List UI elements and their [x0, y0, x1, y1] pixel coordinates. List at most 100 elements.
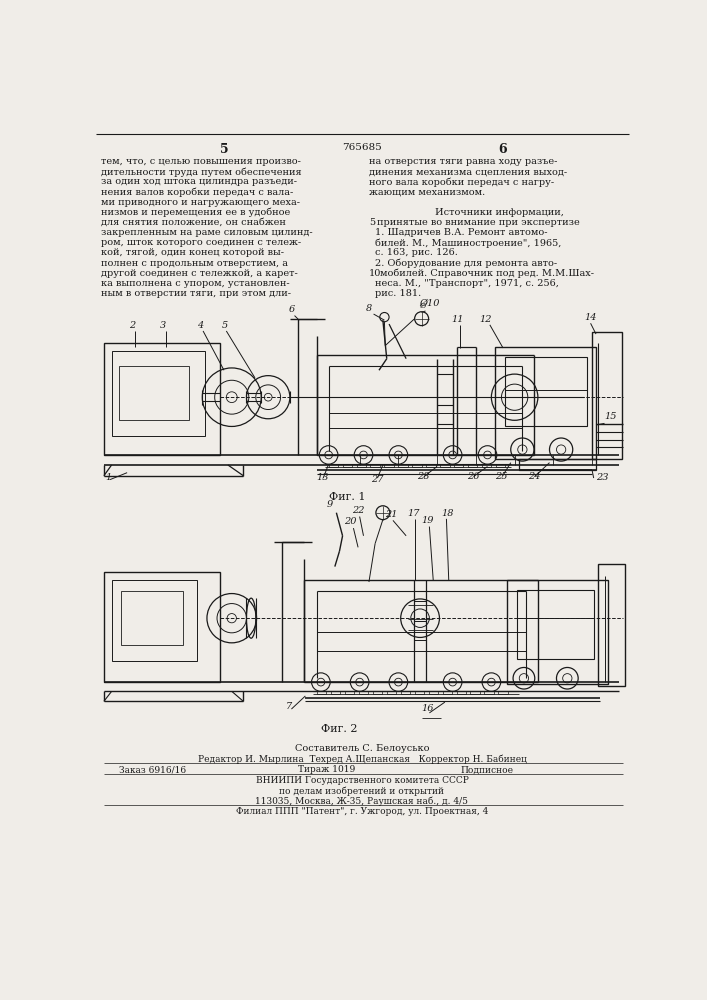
Text: 6: 6	[498, 143, 508, 156]
Text: 1. Шадричев В.А. Ремонт автомо-: 1. Шадричев В.А. Ремонт автомо-	[375, 228, 548, 237]
Text: 2. Оборудование для ремонта авто-: 2. Оборудование для ремонта авто-	[375, 259, 557, 268]
Bar	[412, 464, 421, 466]
Text: Фиг. 2: Фиг. 2	[321, 724, 357, 734]
Text: 15: 15	[604, 412, 617, 421]
Bar	[343, 464, 352, 466]
Text: по делам изобретений и открытий: по делам изобретений и открытий	[279, 786, 445, 796]
Text: дительности труда путем обеспечения: дительности труда путем обеспечения	[101, 167, 301, 177]
Text: 5: 5	[369, 218, 375, 227]
Text: 12: 12	[480, 315, 492, 324]
Text: 18: 18	[441, 509, 453, 518]
Text: ка выполнена с упором, установлен-: ка выполнена с упором, установлен-	[101, 279, 289, 288]
Text: мобилей. Справочник под ред. М.М.Шах-: мобилей. Справочник под ред. М.М.Шах-	[380, 269, 594, 278]
Text: Источники информации,: Источники информации,	[435, 208, 563, 217]
Text: 28: 28	[417, 472, 429, 481]
Text: Филиал ППП "Патент", г. Ужгород, ул. Проектная, 4: Филиал ППП "Патент", г. Ужгород, ул. Про…	[235, 807, 488, 816]
Bar	[356, 464, 366, 466]
Text: кой, тягой, один конец которой вы-: кой, тягой, один конец которой вы-	[101, 248, 284, 257]
Text: Заказ 6916/16: Заказ 6916/16	[119, 765, 187, 774]
Bar	[468, 464, 477, 466]
Text: 3: 3	[160, 321, 166, 330]
Text: 1: 1	[105, 473, 112, 482]
Bar	[331, 691, 340, 694]
Text: Ø10: Ø10	[419, 299, 440, 308]
Text: ным в отверстии тяги, при этом дли-: ным в отверстии тяги, при этом дли-	[101, 289, 291, 298]
Bar	[104, 343, 220, 455]
Bar	[398, 464, 408, 466]
Text: ми приводного и нагружающего меха-: ми приводного и нагружающего меха-	[101, 198, 300, 207]
Text: 10: 10	[369, 269, 381, 278]
Text: 7: 7	[286, 702, 292, 711]
Text: другой соединен с тележкой, а карет-: другой соединен с тележкой, а карет-	[101, 269, 298, 278]
Text: 20: 20	[344, 517, 356, 526]
Bar	[370, 464, 380, 466]
Bar	[414, 691, 424, 694]
Text: Ø: Ø	[420, 301, 426, 309]
Text: за один ход штока цилиндра разъеди-: за один ход штока цилиндра разъеди-	[101, 177, 297, 186]
Text: неса. М., "Транспорт", 1971, с. 256,: неса. М., "Транспорт", 1971, с. 256,	[375, 279, 559, 288]
Text: рис. 181.: рис. 181.	[375, 289, 421, 298]
Text: принятые во внимание при экспертизе: принятые во внимание при экспертизе	[377, 218, 580, 227]
Bar	[385, 464, 394, 466]
Text: Фиг. 1: Фиг. 1	[329, 492, 365, 502]
Bar	[112, 351, 204, 436]
Text: 23: 23	[596, 473, 609, 482]
Bar	[428, 691, 438, 694]
Bar	[112, 580, 197, 661]
Bar	[507, 580, 607, 684]
Text: 14: 14	[585, 313, 597, 322]
Bar	[317, 691, 327, 694]
Bar	[505, 357, 587, 426]
Text: с. 163, рис. 126.: с. 163, рис. 126.	[375, 248, 458, 257]
Text: на отверстия тяги равна ходу разъе-: на отверстия тяги равна ходу разъе-	[369, 157, 557, 166]
Bar	[426, 464, 436, 466]
Text: 6: 6	[288, 306, 295, 314]
Text: 26: 26	[467, 472, 479, 481]
Text: нения валов коробки передач с вала-: нения валов коробки передач с вала-	[101, 187, 293, 197]
Text: закрепленным на раме силовым цилинд-: закрепленным на раме силовым цилинд-	[101, 228, 312, 237]
Text: 22: 22	[352, 506, 364, 515]
Text: 11: 11	[451, 315, 464, 324]
Text: низмов и перемещения ее в удобное: низмов и перемещения ее в удобное	[101, 208, 290, 217]
Bar	[598, 564, 626, 686]
Text: Тираж 1019: Тираж 1019	[298, 765, 355, 774]
Bar	[592, 332, 621, 459]
Bar	[401, 691, 410, 694]
Bar	[387, 691, 396, 694]
Bar	[359, 691, 368, 694]
Text: Редактор И. Мырлина  Техред А.Щепанская   Корректор Н. Бабинец: Редактор И. Мырлина Техред А.Щепанская К…	[197, 754, 527, 764]
Bar	[121, 591, 183, 645]
Text: тем, что, с целью повышения произво-: тем, что, с целью повышения произво-	[101, 157, 300, 166]
Text: 765685: 765685	[342, 143, 382, 152]
Bar	[440, 464, 450, 466]
Text: 27: 27	[371, 475, 384, 484]
Text: 8: 8	[366, 304, 372, 313]
Bar	[517, 590, 595, 659]
Bar	[373, 691, 382, 694]
Text: 2: 2	[129, 321, 135, 330]
Bar	[443, 691, 452, 694]
Bar	[498, 691, 508, 694]
Bar	[482, 464, 491, 466]
Text: полнен с продольным отверстием, а: полнен с продольным отверстием, а	[101, 259, 288, 268]
Text: 5: 5	[222, 321, 228, 330]
Text: Подписное: Подписное	[460, 765, 513, 774]
Text: ного вала коробки передач с нагру-: ного вала коробки передач с нагру-	[369, 177, 554, 187]
Text: динения механизма сцепления выход-: динения механизма сцепления выход-	[369, 167, 567, 176]
Bar	[495, 347, 596, 459]
Text: 21: 21	[385, 510, 398, 519]
Bar	[518, 459, 596, 470]
Bar	[345, 691, 354, 694]
Text: 9: 9	[327, 500, 333, 509]
Text: 13: 13	[316, 473, 329, 482]
Bar	[484, 691, 493, 694]
Text: 25: 25	[495, 472, 508, 481]
Text: ВНИИПИ Государственного комитета СССР: ВНИИПИ Государственного комитета СССР	[255, 776, 469, 785]
Text: 24: 24	[528, 472, 540, 481]
Text: 16: 16	[421, 704, 434, 713]
Bar	[496, 464, 506, 466]
Bar	[454, 464, 464, 466]
Text: Составитель С. Белоусько: Составитель С. Белоусько	[295, 744, 429, 753]
Text: билей. М., Машиностроение", 1965,: билей. М., Машиностроение", 1965,	[375, 238, 561, 248]
Text: 5: 5	[220, 143, 228, 156]
